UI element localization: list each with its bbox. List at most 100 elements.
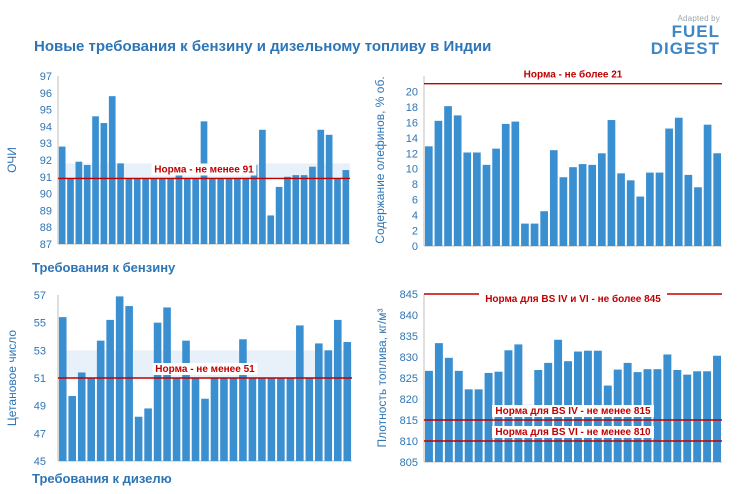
olefins-bar	[559, 177, 568, 246]
cetane-bar	[172, 378, 181, 461]
cetane-bar	[68, 395, 77, 461]
olefins-y-axis-title: Содержание олефинов, % об.	[373, 76, 387, 243]
octane-bar	[300, 175, 308, 244]
olefins-bar	[578, 164, 587, 246]
octane-bar	[334, 178, 341, 244]
density-bar	[633, 372, 642, 462]
olefins-y-tick-label: 6	[412, 195, 418, 207]
cetane-y-tick-label: 53	[34, 345, 46, 357]
octane-bar	[183, 178, 191, 244]
page-title: Новые требования к бензину и дизельному …	[34, 38, 492, 55]
cetane-bar	[153, 322, 162, 461]
olefins-bar	[588, 164, 597, 246]
octane-bar	[234, 178, 241, 244]
olefins-y-tick-label: 14	[406, 133, 418, 145]
octane-y-axis-title: ОЧИ	[5, 147, 19, 173]
density-norm-label: Норма для BS IV и VI - не более 845	[485, 293, 661, 305]
olefins-bar	[597, 153, 606, 246]
diesel-section-title: Требования к дизелю	[32, 471, 172, 486]
cetane-bar	[201, 398, 209, 461]
olefins-y-tick-label: 8	[412, 179, 418, 191]
cetane-bar	[229, 378, 238, 461]
cetane-bar	[267, 378, 276, 461]
octane-bar	[167, 178, 174, 244]
olefins-y-tick-label: 4	[412, 210, 418, 222]
density-norm-label-bg	[492, 405, 654, 417]
olefins-norm-label: Норма - не более 21	[524, 69, 623, 81]
octane-bar	[92, 116, 99, 244]
octane-bar	[192, 178, 199, 244]
density-norm-label-bg	[492, 426, 654, 438]
density-y-tick-label: 830	[400, 352, 418, 364]
octane-bar	[108, 96, 116, 244]
cetane-bar	[296, 325, 304, 461]
cetane-bar	[277, 378, 285, 461]
octane-bar	[175, 163, 183, 244]
cetane-y-tick-label: 55	[34, 318, 46, 330]
octane-y-tick-label: 87	[40, 239, 52, 251]
density-bar	[653, 369, 662, 462]
octane-bar	[75, 161, 83, 244]
olefins-bar	[655, 172, 664, 246]
cetane-bar	[220, 378, 228, 461]
octane-bar	[117, 163, 124, 244]
density-bar	[703, 371, 712, 462]
cetane-bar	[248, 378, 257, 461]
cetane-y-tick-label: 57	[34, 290, 46, 302]
olefins-bar	[511, 121, 520, 246]
cetane-norm-label-bg	[152, 363, 258, 375]
octane-bar	[142, 178, 149, 244]
density-norm-label: Норма для BS IV - не менее 815	[495, 406, 651, 417]
octane-bar	[292, 175, 300, 244]
octane-bar	[259, 129, 266, 244]
density-bar	[673, 370, 682, 462]
density-y-tick-label: 840	[400, 310, 418, 322]
olefins-norm-label-bg	[520, 68, 626, 81]
octane-y-tick-label: 96	[40, 88, 52, 100]
olefins-y-tick-label: 16	[406, 117, 418, 129]
density-bar	[474, 389, 483, 462]
olefins-bar	[694, 187, 702, 246]
olefins-bar	[665, 128, 673, 246]
density-bar	[554, 339, 563, 462]
octane-bar	[83, 165, 91, 244]
octane-bar	[150, 178, 158, 244]
density-bar	[683, 374, 692, 462]
octane-bar	[100, 123, 108, 244]
octane-bar	[133, 178, 141, 244]
olefins-bar	[424, 146, 433, 246]
cetane-bar	[87, 378, 95, 461]
olefins-bar	[674, 117, 683, 247]
olefins-bar	[530, 223, 539, 246]
cetane-norm-label: Норма - не менее 51	[155, 364, 255, 375]
density-bar	[454, 370, 463, 462]
cetane-bar	[96, 340, 105, 461]
cetane-bar	[286, 378, 295, 461]
olefins-bar	[713, 153, 722, 246]
density-bar	[693, 371, 702, 462]
olefins-y-tick-label: 0	[412, 241, 418, 253]
cetane-bar	[163, 307, 171, 461]
octane-y-tick-label: 89	[40, 205, 52, 217]
octane-bar	[58, 146, 66, 244]
cetane-bar	[239, 339, 247, 461]
density-y-tick-label: 835	[400, 331, 418, 343]
density-bar	[514, 344, 523, 462]
density-bar	[713, 355, 722, 462]
olefins-bar	[434, 120, 443, 246]
cetane-y-axis-title: Цетановое число	[5, 330, 19, 427]
octane-norm-label: Норма - не менее 91	[154, 164, 254, 175]
olefins-bar	[703, 124, 712, 246]
cetane-bar	[77, 372, 86, 461]
olefins-bar	[501, 123, 510, 246]
cetane-bar	[343, 342, 352, 461]
olefins-bar	[569, 167, 577, 246]
density-bar	[663, 354, 672, 462]
olefins-bar	[473, 152, 481, 246]
octane-y-tick-label: 90	[40, 189, 52, 201]
octane-bar	[275, 186, 283, 244]
density-y-tick-label: 820	[400, 394, 418, 406]
olefins-y-tick-label: 18	[406, 102, 418, 114]
octane-norm-label-bg	[151, 163, 257, 176]
